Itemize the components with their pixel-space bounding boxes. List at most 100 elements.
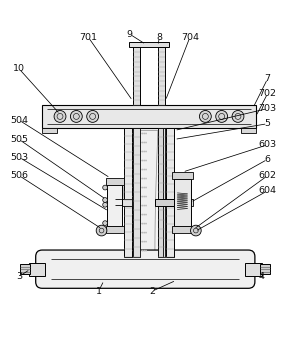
Circle shape xyxy=(145,133,147,134)
Circle shape xyxy=(133,169,134,170)
Circle shape xyxy=(143,160,145,161)
Circle shape xyxy=(133,223,134,224)
Circle shape xyxy=(136,169,138,170)
Bar xyxy=(29,262,45,276)
FancyBboxPatch shape xyxy=(36,250,255,288)
Circle shape xyxy=(133,133,134,134)
Circle shape xyxy=(140,196,142,197)
Circle shape xyxy=(140,150,142,152)
Bar xyxy=(20,264,30,274)
Circle shape xyxy=(145,187,147,188)
Bar xyxy=(245,262,262,276)
Circle shape xyxy=(143,241,145,243)
Bar xyxy=(174,178,190,226)
Circle shape xyxy=(134,232,136,233)
Circle shape xyxy=(133,178,134,180)
Circle shape xyxy=(134,133,136,134)
Text: 701: 701 xyxy=(79,33,97,42)
Circle shape xyxy=(138,142,140,143)
Circle shape xyxy=(134,160,136,161)
Circle shape xyxy=(134,223,136,224)
Circle shape xyxy=(134,250,136,252)
Circle shape xyxy=(138,214,140,216)
Text: 6: 6 xyxy=(265,155,271,164)
Circle shape xyxy=(133,214,134,216)
Circle shape xyxy=(138,232,140,233)
Circle shape xyxy=(143,223,145,224)
Circle shape xyxy=(138,160,140,161)
Bar xyxy=(42,127,57,133)
Text: 3: 3 xyxy=(16,272,22,281)
Circle shape xyxy=(143,205,145,206)
Circle shape xyxy=(136,187,138,188)
Circle shape xyxy=(143,133,145,134)
Circle shape xyxy=(145,241,147,243)
Text: 602: 602 xyxy=(259,171,277,180)
Circle shape xyxy=(140,223,142,224)
Circle shape xyxy=(133,160,134,161)
Circle shape xyxy=(136,178,138,180)
Circle shape xyxy=(143,169,145,170)
Circle shape xyxy=(103,202,108,207)
Circle shape xyxy=(140,250,142,252)
Text: 7: 7 xyxy=(265,74,271,83)
Circle shape xyxy=(143,232,145,233)
Circle shape xyxy=(142,178,143,180)
Circle shape xyxy=(143,187,145,188)
Bar xyxy=(155,199,174,206)
Bar xyxy=(158,127,165,257)
Bar xyxy=(122,199,132,206)
Circle shape xyxy=(138,196,140,197)
Circle shape xyxy=(145,178,147,180)
Circle shape xyxy=(138,205,140,206)
Circle shape xyxy=(133,205,134,206)
Circle shape xyxy=(103,221,108,225)
Circle shape xyxy=(136,196,138,197)
Text: 1: 1 xyxy=(96,287,102,296)
Text: 504: 504 xyxy=(10,116,28,125)
Circle shape xyxy=(138,241,140,243)
Circle shape xyxy=(136,160,138,161)
Circle shape xyxy=(138,169,140,170)
Circle shape xyxy=(143,214,145,216)
Circle shape xyxy=(142,241,143,243)
Bar xyxy=(260,264,270,274)
Text: 2: 2 xyxy=(149,287,155,296)
Circle shape xyxy=(145,160,147,161)
Circle shape xyxy=(134,214,136,216)
Circle shape xyxy=(96,225,107,236)
Circle shape xyxy=(134,196,136,197)
Circle shape xyxy=(142,150,143,152)
Circle shape xyxy=(134,169,136,170)
Text: 702: 702 xyxy=(259,89,277,98)
Circle shape xyxy=(136,150,138,152)
Circle shape xyxy=(140,178,142,180)
Circle shape xyxy=(140,205,142,206)
Circle shape xyxy=(140,214,142,216)
Circle shape xyxy=(140,241,142,243)
Circle shape xyxy=(142,187,143,188)
Text: 10: 10 xyxy=(13,64,25,73)
Bar xyxy=(132,127,166,257)
Circle shape xyxy=(133,241,134,243)
Circle shape xyxy=(103,198,108,202)
Circle shape xyxy=(138,187,140,188)
Circle shape xyxy=(145,169,147,170)
Bar xyxy=(42,105,256,127)
Text: 4: 4 xyxy=(258,272,264,281)
Circle shape xyxy=(142,232,143,233)
Circle shape xyxy=(136,214,138,216)
Circle shape xyxy=(136,241,138,243)
Bar xyxy=(124,127,132,257)
Circle shape xyxy=(199,111,211,122)
Circle shape xyxy=(190,225,201,236)
Circle shape xyxy=(136,133,138,134)
Circle shape xyxy=(142,142,143,143)
Circle shape xyxy=(138,223,140,224)
Bar xyxy=(133,127,140,257)
Circle shape xyxy=(134,205,136,206)
Circle shape xyxy=(133,232,134,233)
Circle shape xyxy=(143,196,145,197)
Bar xyxy=(166,199,193,206)
Circle shape xyxy=(138,250,140,252)
